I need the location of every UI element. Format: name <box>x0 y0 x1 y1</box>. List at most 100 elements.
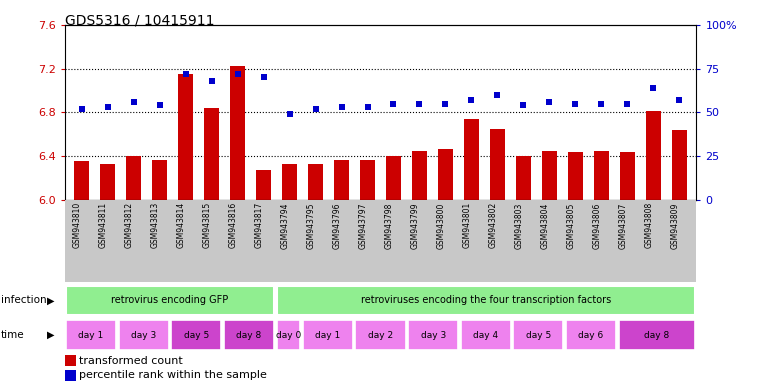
Point <box>205 78 218 84</box>
Bar <box>387 156 400 200</box>
Point <box>413 101 425 107</box>
FancyBboxPatch shape <box>276 286 695 315</box>
Point <box>439 101 451 107</box>
Point <box>517 102 530 108</box>
Text: day 0: day 0 <box>275 331 301 339</box>
Text: transformed count: transformed count <box>78 356 183 366</box>
Text: GSM943815: GSM943815 <box>202 202 212 248</box>
Bar <box>100 164 115 200</box>
Text: GDS5316 / 10415911: GDS5316 / 10415911 <box>65 13 214 27</box>
Text: infection: infection <box>1 295 46 306</box>
Point <box>128 99 140 105</box>
Bar <box>65 355 76 366</box>
Text: day 5: day 5 <box>526 331 551 339</box>
Point <box>310 106 322 112</box>
Bar <box>594 151 609 200</box>
Text: GSM943796: GSM943796 <box>333 202 342 249</box>
Point <box>648 85 660 91</box>
Text: GSM943807: GSM943807 <box>619 202 627 248</box>
Text: ▶: ▶ <box>47 330 55 340</box>
Point <box>231 71 244 77</box>
Point <box>569 101 581 107</box>
Bar <box>543 151 556 200</box>
Point <box>257 74 269 81</box>
Text: GSM943817: GSM943817 <box>254 202 263 248</box>
Bar <box>361 161 374 200</box>
Text: retrovirus encoding GFP: retrovirus encoding GFP <box>111 295 228 306</box>
Bar <box>256 170 271 200</box>
FancyBboxPatch shape <box>619 320 695 350</box>
Bar <box>205 108 218 200</box>
Text: GSM943803: GSM943803 <box>514 202 524 248</box>
Point <box>154 102 166 108</box>
Text: GSM943801: GSM943801 <box>463 202 472 248</box>
Text: GSM943808: GSM943808 <box>645 202 654 248</box>
Text: GSM943802: GSM943802 <box>489 202 498 248</box>
Point <box>75 106 88 112</box>
Text: GSM943816: GSM943816 <box>228 202 237 248</box>
Point <box>101 104 113 110</box>
Point <box>361 104 374 110</box>
Text: GSM943806: GSM943806 <box>593 202 601 248</box>
Text: day 4: day 4 <box>473 331 498 339</box>
Point <box>543 99 556 105</box>
Text: day 1: day 1 <box>315 331 340 339</box>
Point <box>621 101 633 107</box>
Text: GSM943809: GSM943809 <box>670 202 680 248</box>
Bar <box>438 149 453 200</box>
Bar <box>126 156 141 200</box>
Text: day 8: day 8 <box>236 331 262 339</box>
Text: GSM943811: GSM943811 <box>99 202 107 248</box>
Point <box>492 92 504 98</box>
Text: ▶: ▶ <box>47 295 55 306</box>
FancyBboxPatch shape <box>514 320 563 350</box>
FancyBboxPatch shape <box>66 286 274 315</box>
Text: GSM943798: GSM943798 <box>384 202 393 248</box>
FancyBboxPatch shape <box>66 320 116 350</box>
Text: GSM943813: GSM943813 <box>151 202 160 248</box>
FancyBboxPatch shape <box>460 320 511 350</box>
Bar <box>65 370 76 381</box>
Text: day 3: day 3 <box>131 331 156 339</box>
Text: GSM943810: GSM943810 <box>72 202 81 248</box>
FancyBboxPatch shape <box>303 320 353 350</box>
FancyBboxPatch shape <box>171 320 221 350</box>
Bar <box>75 161 89 200</box>
FancyBboxPatch shape <box>224 320 274 350</box>
Bar <box>308 164 323 200</box>
Text: GSM943795: GSM943795 <box>307 202 316 249</box>
Text: day 6: day 6 <box>578 331 603 339</box>
Point <box>283 111 295 117</box>
Bar <box>412 151 427 200</box>
Text: day 8: day 8 <box>645 331 670 339</box>
Text: time: time <box>1 330 24 340</box>
Point <box>466 97 478 103</box>
Text: day 5: day 5 <box>183 331 209 339</box>
Point <box>387 101 400 107</box>
Bar <box>672 130 686 200</box>
FancyBboxPatch shape <box>566 320 616 350</box>
Point <box>673 97 686 103</box>
Bar <box>516 156 530 200</box>
Text: GSM943814: GSM943814 <box>177 202 186 248</box>
FancyBboxPatch shape <box>355 320 406 350</box>
Text: day 1: day 1 <box>78 331 103 339</box>
Point <box>180 71 192 77</box>
Text: percentile rank within the sample: percentile rank within the sample <box>78 370 266 380</box>
Text: GSM943800: GSM943800 <box>437 202 445 248</box>
Bar <box>620 152 635 200</box>
Text: GSM943799: GSM943799 <box>410 202 419 249</box>
Bar <box>568 152 583 200</box>
Text: day 2: day 2 <box>368 331 393 339</box>
Bar <box>282 164 297 200</box>
FancyBboxPatch shape <box>119 320 169 350</box>
Text: GSM943794: GSM943794 <box>281 202 289 249</box>
Bar <box>178 74 193 200</box>
FancyBboxPatch shape <box>408 320 458 350</box>
Text: GSM943804: GSM943804 <box>540 202 549 248</box>
Bar <box>464 119 479 200</box>
Bar <box>231 66 245 200</box>
Point <box>595 101 607 107</box>
Bar <box>152 161 167 200</box>
Text: GSM943797: GSM943797 <box>358 202 368 249</box>
